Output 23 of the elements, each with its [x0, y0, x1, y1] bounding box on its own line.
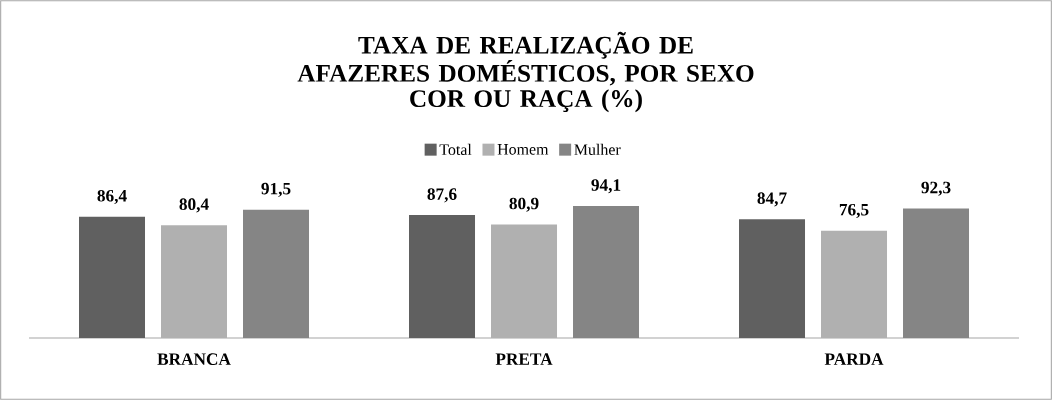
chart-subtitle: COR OU RAÇA (%)	[410, 89, 642, 113]
data-label: 91,5	[261, 182, 291, 197]
x-tick-label: PRETA	[495, 353, 553, 365]
legend-label: Homem	[497, 144, 549, 155]
bar	[573, 205, 640, 338]
bar	[739, 219, 806, 338]
bar	[79, 216, 146, 338]
data-label: 80,4	[179, 198, 209, 213]
data-label: 86,4	[97, 189, 127, 205]
legend-label: Total	[439, 143, 472, 155]
bar	[903, 208, 970, 338]
data-label: 80,9	[509, 197, 539, 212]
bar	[409, 215, 476, 338]
data-label: 84,7	[757, 192, 787, 207]
legend-label: Mulher	[574, 143, 621, 155]
data-label: 87,6	[427, 188, 457, 203]
bar	[243, 209, 310, 338]
x-tick-label: PARDA	[824, 353, 884, 365]
chart-title: TAXA DE REALIZAÇÃO DE AFAZERES DOMÉSTICOS, POR SEXO	[297, 31, 754, 86]
data-label: 94,1	[591, 179, 621, 194]
data-label: 76,5	[839, 203, 869, 218]
data-label: 92,3	[921, 181, 951, 196]
x-tick-label: BRANCA	[157, 353, 231, 365]
